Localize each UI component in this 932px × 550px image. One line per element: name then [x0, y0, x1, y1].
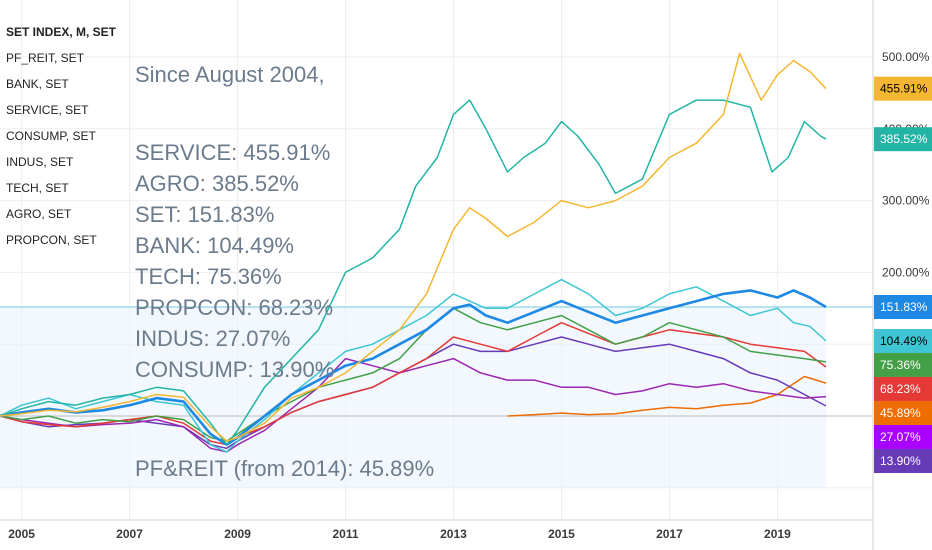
y-axis-value-badge[interactable]: 151.83% — [874, 294, 932, 319]
legend-item[interactable]: SERVICE, SET — [6, 103, 89, 117]
badge-background — [874, 127, 932, 152]
y-axis-value-badge[interactable]: 385.52% — [874, 127, 932, 152]
annotation-line: PROPCON: 68.23% — [135, 295, 333, 320]
x-tick-label: 2009 — [224, 527, 251, 541]
badge-background — [874, 400, 932, 425]
series-line-agro-set — [0, 99, 827, 446]
y-axis-value-badge[interactable]: 13.90% — [874, 448, 932, 473]
legend-item[interactable]: TECH, SET — [6, 181, 69, 195]
legend-item[interactable]: CONSUMP, SET — [6, 129, 96, 143]
badge-label: 27.07% — [880, 430, 921, 444]
x-tick-label: 2019 — [764, 527, 791, 541]
badge-background — [874, 352, 932, 377]
series-line-propcon-set — [0, 321, 827, 446]
badge-background — [874, 328, 932, 353]
badge-label: 68.23% — [880, 382, 921, 396]
series-group — [0, 52, 827, 453]
x-tick-label: 2005 — [8, 527, 35, 541]
legend: SET INDEX, M, SET PF_REIT, SET BANK, SET SE… — [6, 25, 117, 247]
annotation-line: SERVICE: 455.91% — [135, 140, 330, 165]
y-axis-value-badge[interactable]: 75.36% — [874, 352, 932, 377]
legend-item[interactable]: AGRO, SET — [6, 207, 72, 221]
annotation-line: SET: 151.83% — [135, 202, 274, 227]
badge-background — [874, 294, 932, 319]
y-axis-value-badge[interactable]: 104.49% — [874, 328, 932, 353]
series-line-service-set — [0, 52, 827, 442]
badge-label: 45.89% — [880, 406, 921, 420]
y-tick-label: 300.00% — [882, 194, 930, 208]
chart-title: SET INDEX, M, SET — [6, 25, 117, 39]
y-axis-value-badge[interactable]: 45.89% — [874, 400, 932, 425]
series-line-tech-set — [0, 307, 827, 442]
badge-label: 151.83% — [880, 300, 928, 314]
annotation-footer: PF&REIT (from 2014): 45.89% — [135, 456, 434, 481]
x-tick-label: 2017 — [656, 527, 683, 541]
badge-background — [874, 376, 932, 401]
legend-item[interactable]: INDUS, SET — [6, 155, 74, 169]
y-axis-value-badge[interactable]: 27.07% — [874, 424, 932, 449]
badge-label: 75.36% — [880, 358, 921, 372]
y-axis-badges[interactable]: 455.91% 385.52% 151.83% 104.49% 75.36% 68.23%… — [874, 76, 932, 473]
legend-item[interactable]: PF_REIT, SET — [6, 51, 85, 65]
x-ticks: 2005 2007 2009 2011 2013 2015 2017 2019 — [8, 527, 791, 541]
annotation-line: CONSUMP: 13.90% — [135, 357, 334, 382]
annotation-line: BANK: 104.49% — [135, 233, 294, 258]
annotation-line: INDUS: 27.07% — [135, 326, 290, 351]
y-tick-label: 200.00% — [882, 265, 930, 279]
x-tick-label: 2015 — [548, 527, 575, 541]
annotation-header: Since August 2004, — [135, 62, 325, 87]
x-tick-label: 2007 — [116, 527, 143, 541]
badge-label: 13.90% — [880, 454, 921, 468]
y-axis-value-badge[interactable]: 68.23% — [874, 376, 932, 401]
legend-item[interactable]: PROPCON, SET — [6, 233, 97, 247]
annotation-lines: SERVICE: 455.91% AGRO: 385.52% SET: 151.83… — [135, 140, 334, 382]
y-axis-value-badge[interactable]: 455.91% — [874, 76, 932, 101]
x-tick-label: 2013 — [440, 527, 467, 541]
legend-item[interactable]: BANK, SET — [6, 77, 69, 91]
badge-label: 455.91% — [880, 82, 928, 96]
x-tick-label: 2011 — [332, 527, 358, 541]
badge-background — [874, 448, 932, 473]
badge-label: 104.49% — [880, 334, 928, 348]
badge-background — [874, 424, 932, 449]
annotation-line: TECH: 75.36% — [135, 264, 282, 289]
annotation-line: AGRO: 385.52% — [135, 171, 299, 196]
series-line-set-index-m-set — [0, 289, 827, 447]
y-tick-label: 500.00% — [882, 50, 930, 64]
badge-label: 385.52% — [880, 132, 928, 146]
badge-background — [874, 76, 932, 101]
